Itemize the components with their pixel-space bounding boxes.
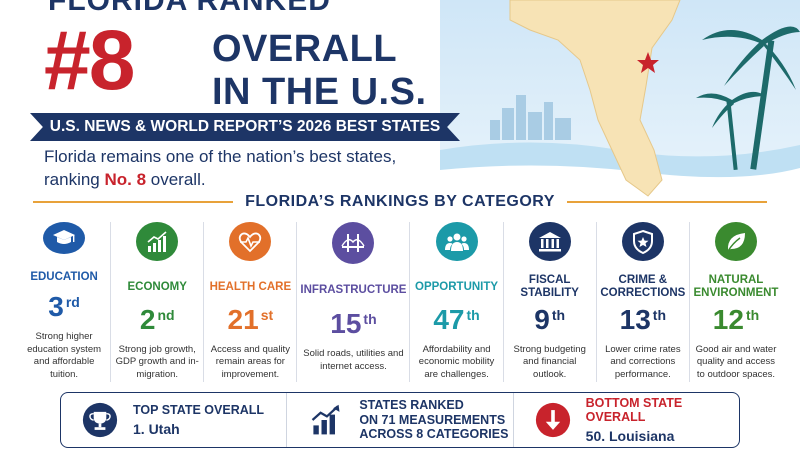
headline-line-1: OVERALL [212,28,398,70]
leaf-icon [714,222,757,262]
category-rank-number: 21 [227,303,259,335]
states-ranked-box: STATES RANKED ON 71 MEASUREMENTS ACROSS … [286,393,512,447]
category-description: Solid roads, utilities and internet acce… [303,348,404,372]
divider [566,201,767,203]
category-label: ECONOMY [127,280,187,293]
headline-top: FLORIDA RANKED [48,0,331,17]
category-rank-suffix: th [466,306,480,323]
category-rank-number: 13 [619,303,651,335]
category-description: Strong job growth, GDP growth and in-mig… [115,343,199,381]
category-rank-number: 9 [534,303,550,335]
category-rank-suffix: th [551,306,566,323]
rank-number: #8 [44,13,135,107]
category-rank-suffix: nd [157,306,175,323]
intro-text: Florida remains one of the nation’s best… [44,146,464,192]
category-label: CRIME & CORRECTIONS [600,274,686,300]
category-description: Strong budgeting and financial outlook. [513,343,586,381]
people-icon [435,222,478,262]
bottom-state-title: BOTTOM STATE OVERALL [585,395,683,424]
category-rank-number: 12 [712,303,744,335]
section-title-text: FLORIDA’S RANKINGS BY CATEGORY [245,193,555,210]
intro-ranking: ranking [44,169,105,189]
intro-suffix: overall. [146,169,206,189]
section-title: FLORIDA’S RANKINGS BY CATEGORY [0,192,800,212]
headline-line-2: IN THE U.S. [212,70,427,113]
intro-line-1: Florida remains one of the nation’s best… [44,147,397,166]
top-state-box: TOP STATE OVERALL 1. Utah [61,393,286,447]
category-rank-suffix: rd [65,293,80,310]
category-label: EDUCATION [30,270,98,283]
bar-chart-icon [307,401,345,439]
report-banner: U.S. NEWS & WORLD REPORT’S 2026 BEST STA… [30,113,460,141]
ranked-line-3: ACROSS 8 CATEGORIES [359,427,509,442]
bottom-state-box: BOTTOM STATE OVERALL 50. Louisiana [512,393,739,447]
category-label: NATURAL ENVIRONMENT [693,274,779,300]
headline-overall: OVERALL IN THE U.S. [212,28,427,113]
category-label: INFRASTRUCTURE [300,284,407,297]
category-rank-number: 2 [139,303,156,335]
ranked-line-1: STATES RANKED [359,398,464,413]
category-description: Lower crime rates and corrections perfor… [605,343,681,381]
category-rank-number: 15 [330,308,362,339]
divider [33,201,234,203]
top-state-value: 1. Utah [133,421,180,438]
category-rank-suffix: st [260,306,274,323]
category-rank-suffix: th [363,311,377,327]
down-arrow-icon [534,401,572,439]
bottom-state-value: 50. Louisiana [585,428,675,445]
category-rank-number: 47 [433,303,465,335]
top-state-title: TOP STATE OVERALL [133,402,265,417]
category-label: FISCAL STABILITY [520,274,579,300]
intro-highlight: No. 8 [104,169,147,189]
category-rank-number: 3 [48,290,64,322]
category-rank-suffix: th [745,306,760,323]
florida-map-illustration [440,0,800,200]
category-description: Strong higher education system and affor… [27,330,102,381]
intro-line-2: ranking No. 8 overall. [44,169,464,192]
summary-bar: TOP STATE OVERALL 1. Utah STATES RANKED … [60,392,740,448]
ranked-line-2: ON 71 MEASUREMENTS [359,412,506,427]
category-rank-suffix: th [652,306,667,323]
trophy-icon [81,401,119,439]
shield-star-icon [621,222,664,262]
category-label: HEALTH CARE [209,280,292,293]
category-description: Access and quality remain areas for impr… [210,343,290,381]
bank-icon [528,222,571,262]
category-description: Affordability and economic mobility are … [418,343,495,381]
category-label: OPPORTUNITY [415,280,499,293]
heartbeat-icon [229,222,272,262]
graduation-cap-icon [43,222,86,254]
growth-chart-icon [136,222,179,262]
bridge-icon [332,222,375,264]
category-description: Good air and water quality and access to… [695,343,777,381]
